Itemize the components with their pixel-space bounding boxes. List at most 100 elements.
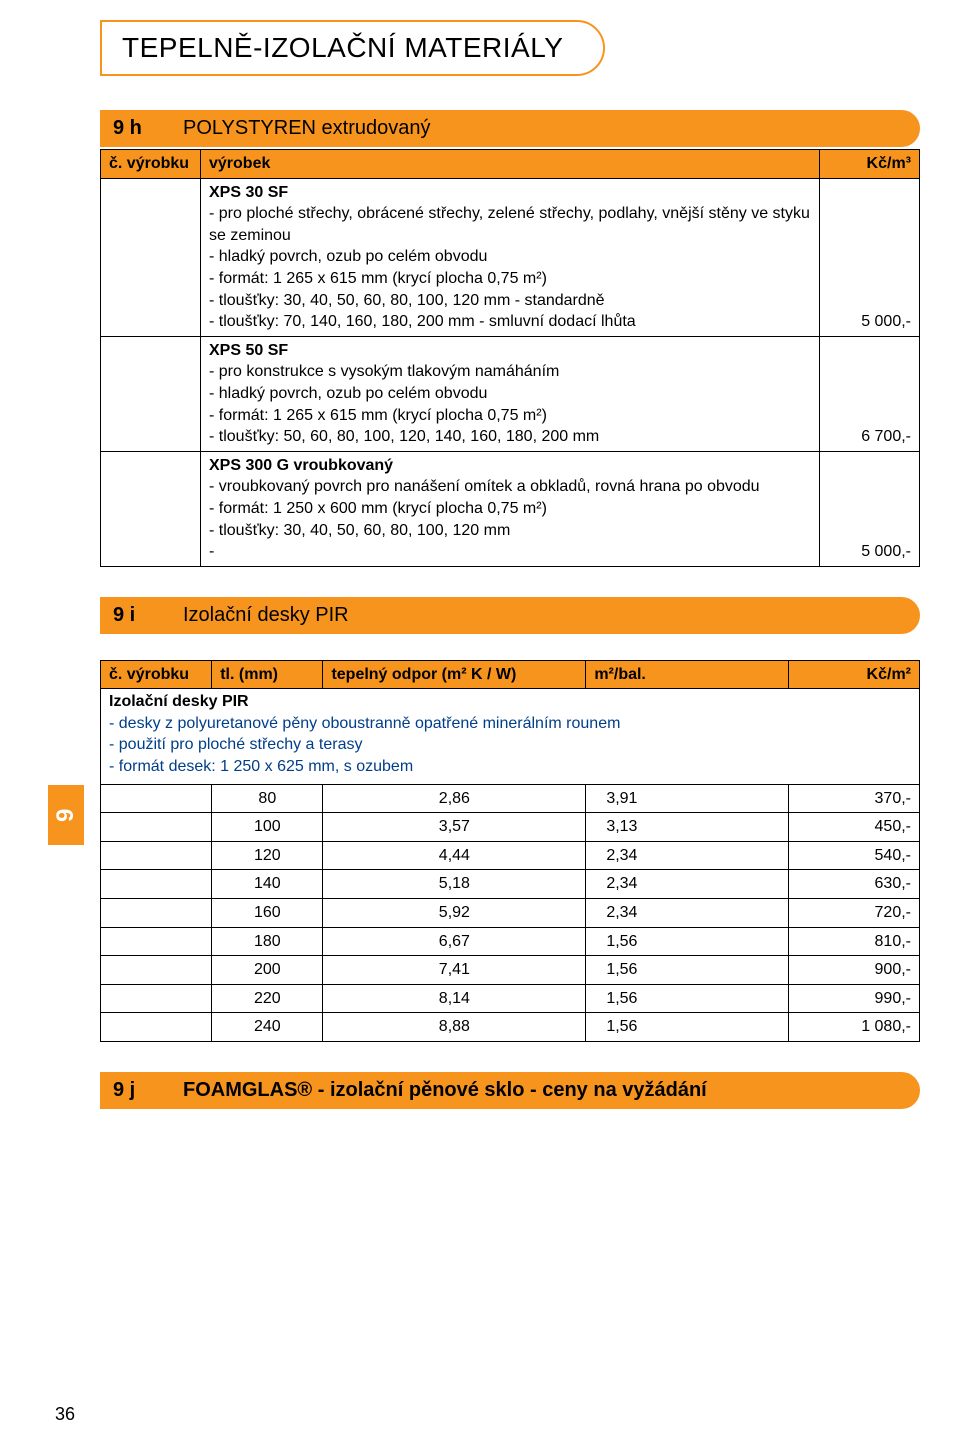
cell-res: 8,14 (323, 984, 586, 1013)
cell-res: 5,92 (323, 899, 586, 928)
section-9i-code: 9 i (113, 604, 183, 627)
table-row: 1204,442,34540,- (101, 841, 920, 870)
cell-tl: 220 (212, 984, 323, 1013)
cell-price: 900,- (788, 956, 919, 985)
th-code: č. výrobku (101, 150, 201, 179)
cell-desc: XPS 300 G vroubkovaný vroubkovaný povrch… (201, 451, 820, 566)
desc-line: pro ploché střechy, obrácené střechy, ze… (209, 203, 811, 246)
desc-line: hladký povrch, ozub po celém obvodu (209, 246, 811, 268)
th-tl: tl. (mm) (212, 660, 323, 689)
th-product: výrobek (201, 150, 820, 179)
section-9i-bar: 9 i Izolační desky PIR (100, 597, 920, 634)
cell-price: 1 080,- (788, 1013, 919, 1042)
page-number: 36 (55, 1404, 75, 1425)
xps-table: č. výrobku výrobek Kč/m³ XPS 30 SF pro p… (100, 149, 920, 567)
th-price: Kč/m² (788, 660, 919, 689)
desc-line: tloušťky: 30, 40, 50, 60, 80, 100, 120 m… (209, 520, 811, 542)
cell-mbal: 2,34 (586, 870, 788, 899)
table-row: XPS 50 SF pro konstrukce s vysokým tlako… (101, 336, 920, 451)
cell-mbal: 1,56 (586, 984, 788, 1013)
desc-line: formát: 1 265 x 615 mm (krycí plocha 0,7… (209, 268, 811, 290)
desc-line: pro konstrukce s vysokým tlakovým namáhá… (209, 361, 811, 383)
product-name: XPS 30 SF (209, 184, 288, 201)
cell-tl: 80 (212, 784, 323, 813)
section-9i-label: Izolační desky PIR (183, 604, 349, 627)
cell-price: 720,- (788, 899, 919, 928)
table-row: 1003,573,13450,- (101, 813, 920, 842)
desc-line: formát: 1 250 x 600 mm (krycí plocha 0,7… (209, 498, 811, 520)
cell-price: 630,- (788, 870, 919, 899)
pir-table: Izolační desky PIR desky z polyuretanové… (100, 660, 920, 1042)
cell-mbal: 1,56 (586, 956, 788, 985)
desc-line: tloušťky: 30, 40, 50, 60, 80, 100, 120 m… (209, 290, 811, 312)
table-row: 1405,182,34630,- (101, 870, 920, 899)
cell-price: 370,- (788, 784, 919, 813)
cell-mbal: 2,34 (586, 899, 788, 928)
cell-price: 540,- (788, 841, 919, 870)
section-9h-bar: 9 h POLYSTYREN extrudovaný (100, 110, 920, 147)
page-title: TEPELNĚ-IZOLAČNÍ MATERIÁLY (100, 20, 605, 76)
cell-tl: 240 (212, 1013, 323, 1042)
cell-price: 990,- (788, 984, 919, 1013)
product-name: XPS 50 SF (209, 342, 288, 359)
section-9h-code: 9 h (113, 117, 183, 140)
table-row: XPS 300 G vroubkovaný vroubkovaný povrch… (101, 451, 920, 566)
table-row: 1806,671,56810,- (101, 927, 920, 956)
desc-line: hladký povrch, ozub po celém obvodu (209, 383, 811, 405)
cell-tl: 100 (212, 813, 323, 842)
cell-price: 450,- (788, 813, 919, 842)
cell-res: 2,86 (323, 784, 586, 813)
intro-line: formát desek: 1 250 x 625 mm, s ozubem (109, 756, 911, 778)
pir-intro-row: Izolační desky PIR desky z polyuretanové… (101, 689, 920, 784)
cell-mbal: 2,34 (586, 841, 788, 870)
side-tab: 9 (48, 785, 84, 845)
desc-line: formát: 1 265 x 615 mm (krycí plocha 0,7… (209, 405, 811, 427)
cell-res: 8,88 (323, 1013, 586, 1042)
th-price: Kč/m³ (820, 150, 920, 179)
cell-desc: XPS 30 SF pro ploché střechy, obrácené s… (201, 178, 820, 336)
desc-line: tloušťky: 70, 140, 160, 180, 200 mm - sm… (209, 311, 811, 333)
th-code: č. výrobku (101, 660, 212, 689)
table-row: XPS 30 SF pro ploché střechy, obrácené s… (101, 178, 920, 336)
cell-mbal: 1,56 (586, 1013, 788, 1042)
section-9j-code: 9 j (113, 1079, 183, 1102)
product-name: XPS 300 G vroubkovaný (209, 457, 393, 474)
cell-price: 6 700,- (820, 336, 920, 451)
cell-res: 6,67 (323, 927, 586, 956)
desc-line: vroubkovaný povrch pro nanášení omítek a… (209, 476, 811, 498)
cell-res: 7,41 (323, 956, 586, 985)
cell-price: 810,- (788, 927, 919, 956)
intro-line: použití pro ploché střechy a terasy (109, 734, 911, 756)
cell-price: 5 000,- (820, 451, 920, 566)
cell-res: 3,57 (323, 813, 586, 842)
desc-line (209, 541, 811, 563)
th-mbal: m²/bal. (586, 660, 788, 689)
cell-mbal: 3,91 (586, 784, 788, 813)
intro-line: desky z polyuretanové pěny oboustranně o… (109, 713, 911, 735)
table-header-row: č. výrobku výrobek Kč/m³ (101, 150, 920, 179)
desc-line: tloušťky: 50, 60, 80, 100, 120, 140, 160… (209, 426, 811, 448)
table-row: 2007,411,56900,- (101, 956, 920, 985)
th-res: tepelný odpor (m² K / W) (323, 660, 586, 689)
cell-res: 5,18 (323, 870, 586, 899)
cell-tl: 140 (212, 870, 323, 899)
cell-mbal: 3,13 (586, 813, 788, 842)
cell-tl: 180 (212, 927, 323, 956)
cell-desc: XPS 50 SF pro konstrukce s vysokým tlako… (201, 336, 820, 451)
pir-intro-title: Izolační desky PIR (109, 693, 249, 710)
page-content: TEPELNĚ-IZOLAČNÍ MATERIÁLY 9 h POLYSTYRE… (0, 0, 960, 1129)
section-9j-label: FOAMGLAS® - izolační pěnové sklo - ceny … (183, 1079, 707, 1102)
table-row: 1605,922,34720,- (101, 899, 920, 928)
cell-tl: 200 (212, 956, 323, 985)
cell-res: 4,44 (323, 841, 586, 870)
table-row: 2408,881,561 080,- (101, 1013, 920, 1042)
cell-tl: 120 (212, 841, 323, 870)
cell-tl: 160 (212, 899, 323, 928)
cell-mbal: 1,56 (586, 927, 788, 956)
section-9h-label: POLYSTYREN extrudovaný (183, 117, 431, 140)
cell-price: 5 000,- (820, 178, 920, 336)
section-9j-bar: 9 j FOAMGLAS® - izolační pěnové sklo - c… (100, 1072, 920, 1109)
table-row: 802,863,91370,- (101, 784, 920, 813)
table-header-row: č. výrobku tl. (mm) tepelný odpor (m² K … (101, 660, 920, 689)
table-row: 2208,141,56990,- (101, 984, 920, 1013)
